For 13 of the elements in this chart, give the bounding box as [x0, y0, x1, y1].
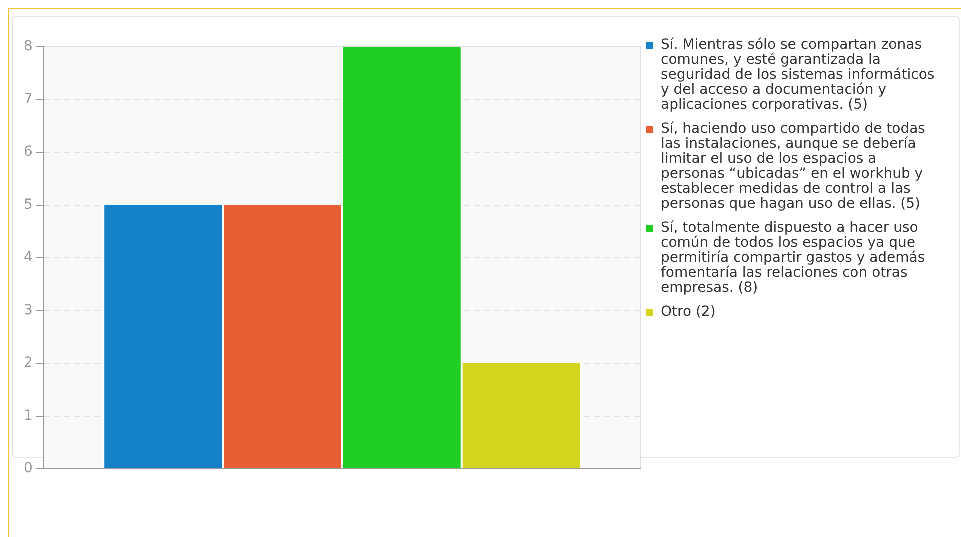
y-tick-label: 6	[24, 144, 33, 160]
y-tick-label: 7	[24, 91, 33, 108]
y-tick-label: 2	[24, 355, 33, 372]
y-tick-label: 4	[24, 250, 33, 266]
legend-label: Otro (2)	[661, 304, 716, 320]
y-tick-label: 1	[24, 408, 33, 424]
y-tick-label: 5	[24, 196, 33, 213]
legend-label: Sí. Mientras sólo se compartan zonas comunes, y esté garantizada la seguridad de los sistemas informáticos y del acceso a documentación y aplicaciones corporativas. (5)	[661, 37, 936, 113]
legend-label: Sí, totalmente dispuesto a hacer uso común de todos los espacios ya que permitiría compartir gastos y además fomentaría las relaciones con otras empresas. (8)	[661, 220, 926, 296]
legend-label: Sí, haciendo uso compartido de todas las instalaciones, aunque se debería limitar el uso de los espacios a personas “ubicadas” en el workhub y establecer medidas de control a las personas que hagan uso de ellas. (5)	[661, 121, 926, 212]
y-tick-label: 3	[24, 302, 33, 318]
y-tick-label: 8	[24, 38, 33, 55]
y-tick-label: 0	[24, 460, 33, 477]
